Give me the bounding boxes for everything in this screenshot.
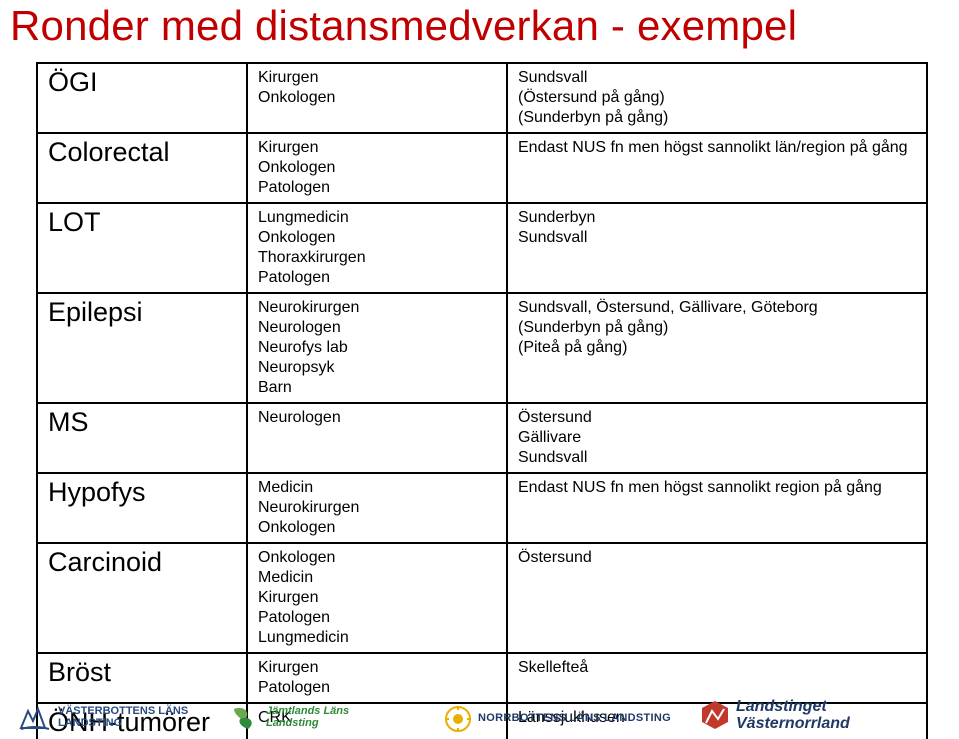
logo-mark-icon [700, 699, 730, 733]
category-cell: Carcinoid [37, 543, 247, 653]
cell-line: Onkologen [258, 548, 496, 568]
cell-line: Neurofys lab [258, 338, 496, 358]
specialists-cell: LungmedicinOnkologenThoraxkirurgenPatolo… [247, 203, 507, 293]
cell-line: (Sunderbyn på gång) [518, 108, 916, 128]
specialists-cell: NeurokirurgenNeurologenNeurofys labNeuro… [247, 293, 507, 403]
table-row: CarcinoidOnkologenMedicinKirurgenPatolog… [37, 543, 927, 653]
table-row: HypofysMedicinNeurokirurgenOnkologenEnda… [37, 473, 927, 543]
cell-line: Gällivare [518, 428, 916, 448]
cell-line: Neurologen [258, 408, 496, 428]
cell-line: (Östersund på gång) [518, 88, 916, 108]
cell-line: Onkologen [258, 228, 496, 248]
cell-line: (Piteå på gång) [518, 338, 916, 358]
cell-line: Sundsvall [518, 448, 916, 468]
specialists-cell: MedicinNeurokirurgenOnkologen [247, 473, 507, 543]
specialists-cell: Neurologen [247, 403, 507, 473]
locations-cell: Endast NUS fn men högst sannolikt region… [507, 473, 927, 543]
category-cell: MS [37, 403, 247, 473]
category-cell: Hypofys [37, 473, 247, 543]
cell-line: Sundsvall, Östersund, Gällivare, Götebor… [518, 298, 916, 318]
locations-cell: Sundsvall(Östersund på gång)(Sunderbyn p… [507, 63, 927, 133]
cell-line: Patologen [258, 608, 496, 628]
table-row: ColorectalKirurgenOnkologenPatologenEnda… [37, 133, 927, 203]
logo-norrbotten: NORRBOTTENS LÄNS LANDSTING [444, 705, 671, 733]
specialists-cell: KirurgenOnkologenPatologen [247, 133, 507, 203]
category-cell: ÖGI [37, 63, 247, 133]
table-row: ÖGIKirurgenOnkologenSundsvall(Östersund … [37, 63, 927, 133]
cell-line: Neurologen [258, 318, 496, 338]
cell-line: Lungmedicin [258, 628, 496, 648]
cell-line: Kirurgen [258, 588, 496, 608]
logo-vasterbotten: VÄSTERBOTTENS LÄNS LANDSTING [18, 703, 188, 733]
cell-line: Neurokirurgen [258, 498, 496, 518]
cell-line: Lungmedicin [258, 208, 496, 228]
cell-line: Patologen [258, 178, 496, 198]
logo-mark-icon [18, 703, 52, 733]
cell-line: Thoraxkirurgen [258, 248, 496, 268]
cell-line: Sundsvall [518, 228, 916, 248]
cell-line: Endast NUS fn men högst sannolikt län/re… [518, 138, 916, 158]
cell-line: Medicin [258, 568, 496, 588]
logo-text-line2: LANDSTING [58, 718, 188, 730]
logo-vasternorrland: Landstinget Västernorrland [700, 699, 850, 733]
cell-line: Sundsvall [518, 68, 916, 88]
cell-line: Onkologen [258, 518, 496, 538]
locations-cell: Endast NUS fn men högst sannolikt län/re… [507, 133, 927, 203]
logo-text-line2: Västernorrland [736, 716, 850, 733]
specialists-cell: OnkologenMedicinKirurgenPatologenLungmed… [247, 543, 507, 653]
table-row: MS Neurologen ÖstersundGällivareSundsvall [37, 403, 927, 473]
cell-line: Kirurgen [258, 68, 496, 88]
cell-line: Onkologen [258, 88, 496, 108]
locations-cell: ÖstersundGällivareSundsvall [507, 403, 927, 473]
specialists-cell: KirurgenOnkologen [247, 63, 507, 133]
cell-line: Kirurgen [258, 138, 496, 158]
logo-text-line1: NORRBOTTENS LÄNS LANDSTING [478, 713, 671, 725]
footer-logos: VÄSTERBOTTENS LÄNS LANDSTING Jämtlands L… [0, 675, 959, 739]
locations-cell: SunderbynSundsvall [507, 203, 927, 293]
logo-mark-icon [230, 703, 260, 733]
table-row: EpilepsiNeurokirurgenNeurologenNeurofys … [37, 293, 927, 403]
cell-line: Onkologen [258, 158, 496, 178]
table-row: LOTLungmedicinOnkologenThoraxkirurgenPat… [37, 203, 927, 293]
cell-line: Neuropsyk [258, 358, 496, 378]
cell-line: Barn [258, 378, 496, 398]
cell-line: Medicin [258, 478, 496, 498]
cell-line: Sunderbyn [518, 208, 916, 228]
logo-mark-icon [444, 705, 472, 733]
slide-title: Ronder med distansmedverkan - exempel [10, 2, 797, 50]
logo-text-line2: Landsting [266, 718, 349, 730]
locations-cell: Sundsvall, Östersund, Gällivare, Götebor… [507, 293, 927, 403]
cell-line: Östersund [518, 548, 916, 568]
cell-line: Endast NUS fn men högst sannolikt region… [518, 478, 916, 498]
rounds-table: ÖGIKirurgenOnkologenSundsvall(Östersund … [36, 62, 928, 739]
cell-line: Östersund [518, 408, 916, 428]
cell-line: Patologen [258, 268, 496, 288]
main-table-container: ÖGIKirurgenOnkologenSundsvall(Östersund … [36, 62, 926, 739]
category-cell: Epilepsi [37, 293, 247, 403]
category-cell: LOT [37, 203, 247, 293]
cell-line: Neurokirurgen [258, 298, 496, 318]
logo-text-line1: Landstinget [736, 699, 850, 716]
logo-jamtland: Jämtlands Läns Landsting [230, 703, 349, 733]
category-cell: Colorectal [37, 133, 247, 203]
locations-cell: Östersund [507, 543, 927, 653]
cell-line: (Sunderbyn på gång) [518, 318, 916, 338]
